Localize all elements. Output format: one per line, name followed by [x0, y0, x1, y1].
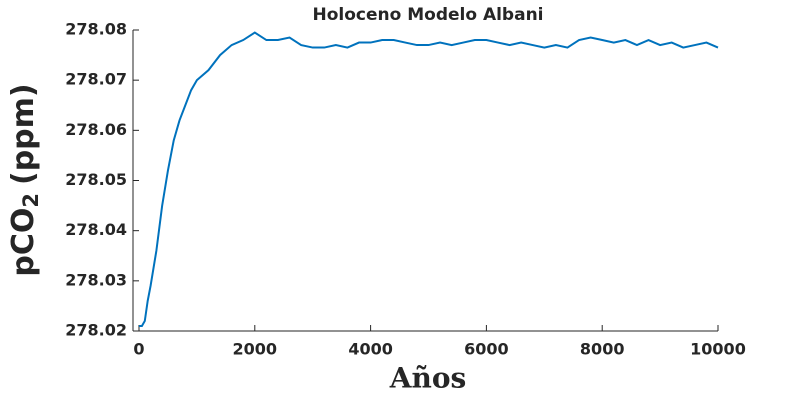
y-tick-label: 278.05 — [65, 170, 127, 189]
y-tick-label: 278.02 — [65, 321, 127, 340]
y-tick-label: 278.04 — [65, 220, 127, 239]
x-axis-label: Años — [389, 362, 467, 395]
y-tick-label: 278.03 — [65, 270, 127, 289]
y-tick-label: 278.08 — [65, 20, 127, 39]
y-label-main: pCO — [6, 208, 41, 277]
chart-title: Holoceno Modelo Albani — [313, 5, 544, 25]
x-tick-label: 10000 — [690, 340, 746, 359]
y-axis-label: pCO2 (ppm) — [6, 83, 44, 276]
x-tick-label: 4000 — [348, 340, 393, 359]
x-tick-label: 6000 — [464, 340, 509, 359]
y-label-unit: (ppm) — [6, 83, 41, 185]
y-tick-label: 278.07 — [65, 70, 127, 89]
data-line — [139, 31, 719, 327]
y-label-sub: 2 — [19, 193, 43, 208]
x-tick-label: 0 — [133, 340, 144, 359]
x-tick-label: 2000 — [233, 340, 278, 359]
y-tick-label: 278.06 — [65, 120, 127, 139]
x-tick-label: 8000 — [580, 340, 625, 359]
